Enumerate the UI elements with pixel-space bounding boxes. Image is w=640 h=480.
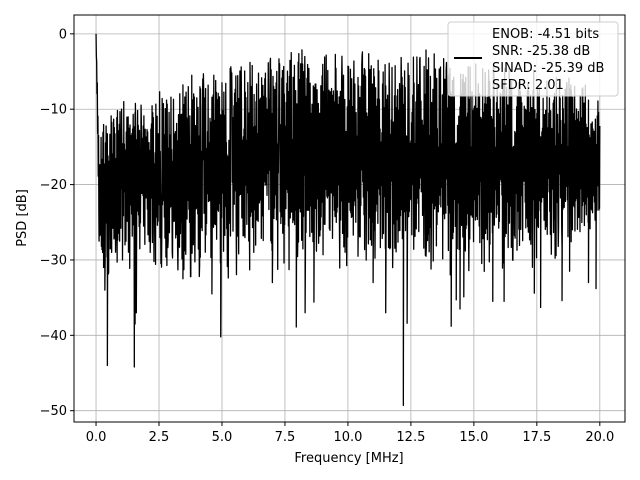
y-axis-label: PSD [dB] [15,189,30,247]
y-axis-ticks: 0 −10 −20 −30 −40 −50 [40,27,74,419]
y-tick-label: −20 [40,178,67,193]
legend-line-snr: SNR: -25.38 dB [492,44,590,59]
y-tick-label: 0 [59,27,67,42]
legend-line-enob: ENOB: -4.51 bits [492,27,599,42]
x-tick-label: 7.5 [275,430,296,445]
psd-trace [95,33,601,407]
x-tick-label: 0.0 [86,430,107,445]
legend-line-sinad: SINAD: -25.39 dB [492,61,604,76]
x-tick-label: 17.5 [522,430,551,445]
legend-line-sfdr: SFDR: 2.01 [492,78,564,93]
y-tick-label: −50 [40,404,67,419]
y-tick-label: −30 [40,253,67,268]
x-axis-ticks: 0.0 2.5 5.0 7.5 10.0 12.5 15.0 17.5 20.0 [86,422,614,445]
legend-box [447,21,619,97]
legend: ENOB: -4.51 bits SNR: -25.38 dB SINAD: -… [447,21,619,97]
x-tick-label: 12.5 [396,430,425,445]
x-tick-label: 5.0 [212,430,233,445]
y-tick-label: −40 [40,329,67,344]
x-tick-label: 10.0 [333,430,362,445]
x-tick-label: 20.0 [585,430,614,445]
x-tick-label: 15.0 [459,430,488,445]
y-tick-label: −10 [40,103,67,118]
x-tick-label: 2.5 [149,430,170,445]
psd-line [95,33,601,407]
plot-frame [73,14,626,423]
x-axis-label: Frequency [MHz] [294,451,403,466]
